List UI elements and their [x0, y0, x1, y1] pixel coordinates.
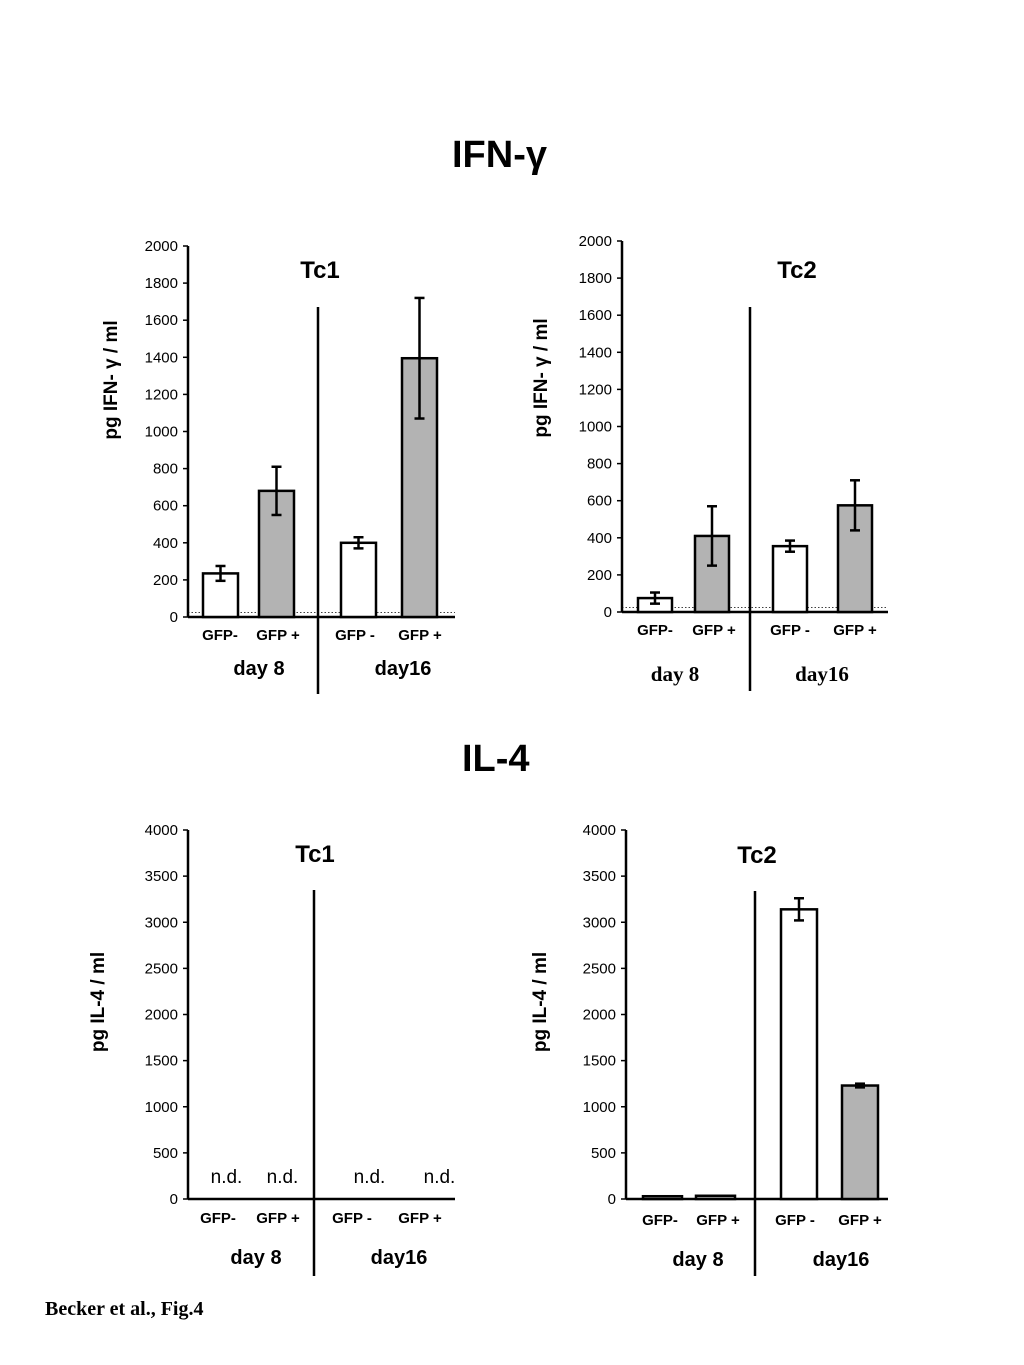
- ifn-section-title: IFN-γ: [452, 134, 547, 176]
- y-tick-label: 3500: [583, 868, 616, 885]
- nd-annotation: n.d.: [211, 1167, 243, 1188]
- category-label: GFP -: [332, 1210, 372, 1227]
- category-label: GFP +: [398, 627, 442, 644]
- y-tick-label: 1800: [579, 270, 612, 287]
- bar: [339, 541, 378, 619]
- y-tick-label: 1500: [583, 1053, 616, 1070]
- y-tick-label: 0: [170, 1191, 178, 1208]
- panel-title: Tc1: [295, 841, 335, 868]
- y-tick-label: 3500: [145, 868, 178, 885]
- y-tick-label: 200: [153, 572, 178, 589]
- y-tick-label: 1000: [145, 1099, 178, 1116]
- y-tick-label: 2000: [145, 1007, 178, 1024]
- nd-annotation: n.d.: [354, 1167, 386, 1188]
- y-tick-label: 400: [153, 535, 178, 552]
- category-label: GFP +: [838, 1212, 882, 1229]
- y-tick-label: 1000: [583, 1099, 616, 1116]
- bar: [771, 544, 809, 614]
- y-tick-label: 0: [604, 604, 612, 621]
- y-tick-label: 600: [587, 493, 612, 510]
- group-label: day16: [375, 658, 432, 680]
- bar: [779, 908, 819, 1201]
- panel-il4-tc1: 0 500 1000 1500 2000 2500 3000 3500 4000 Tc1 pg IL…: [88, 822, 455, 1276]
- panel-il4-tc2: 0 500 1000 1500 2000 2500 3000 3500 4000 Tc2 pg IL…: [530, 822, 888, 1276]
- group-label: day 8: [672, 1249, 723, 1271]
- group-label: day 8: [230, 1247, 281, 1269]
- y-tick-label: 800: [587, 456, 612, 473]
- y-axis-label: pg IFN- γ / ml: [101, 320, 122, 439]
- panel-title: Tc2: [737, 842, 777, 869]
- y-axis-label: pg IL-4 / ml: [530, 952, 551, 1052]
- y-tick-label: 3000: [583, 914, 616, 931]
- category-label: GFP +: [692, 622, 736, 639]
- category-label: GFP +: [398, 1210, 442, 1227]
- y-tick-label: 1500: [145, 1053, 178, 1070]
- y-tick-label: 1400: [145, 349, 178, 366]
- y-tick-label: 0: [170, 609, 178, 626]
- category-label: GFP-: [202, 627, 238, 644]
- y-tick-label: 1000: [579, 419, 612, 436]
- il4-section-title: IL-4: [462, 738, 530, 780]
- group-label: day16: [813, 1249, 870, 1271]
- y-tick-label: 1200: [145, 386, 178, 403]
- bar: [694, 1194, 737, 1201]
- y-tick-label: 0: [608, 1191, 616, 1208]
- category-label: GFP +: [696, 1212, 740, 1229]
- y-tick-label: 800: [153, 461, 178, 478]
- y-tick-label: 1200: [579, 381, 612, 398]
- category-label: GFP +: [256, 1210, 300, 1227]
- category-label: GFP-: [637, 622, 673, 639]
- group-label: day 8: [651, 662, 699, 686]
- nd-annotation: n.d.: [424, 1167, 456, 1188]
- y-axis-label: pg IL-4 / ml: [88, 952, 109, 1052]
- panel-title: Tc2: [777, 257, 817, 284]
- category-label: GFP +: [833, 622, 877, 639]
- y-tick-label: 400: [587, 530, 612, 547]
- panel-ifn-tc2: 0 200 400 600 800 1000 1200 1400 1600 1800 2000 Tc2…: [531, 233, 888, 691]
- y-tick-label: 1800: [145, 275, 178, 292]
- y-tick-label: 200: [587, 567, 612, 584]
- y-tick-label: 4000: [145, 822, 178, 839]
- y-tick-label: 1400: [579, 344, 612, 361]
- category-label: GFP +: [256, 627, 300, 644]
- y-tick-label: 2500: [583, 960, 616, 977]
- group-label: day16: [795, 662, 849, 686]
- y-tick-label: 2000: [583, 1007, 616, 1024]
- group-label: day 8: [233, 658, 284, 680]
- figure-caption: Becker et al., Fig.4: [45, 1298, 204, 1320]
- category-label: GFP-: [200, 1210, 236, 1227]
- y-tick-label: 3000: [145, 914, 178, 931]
- y-tick-label: 500: [591, 1145, 616, 1162]
- y-axis-label: pg IFN- γ / ml: [531, 318, 552, 437]
- y-tick-label: 500: [153, 1145, 178, 1162]
- category-label: GFP -: [770, 622, 810, 639]
- panel-title: Tc1: [300, 257, 340, 284]
- category-label: GFP-: [642, 1212, 678, 1229]
- y-tick-label: 1000: [145, 424, 178, 441]
- y-tick-label: 2500: [145, 960, 178, 977]
- category-label: GFP -: [335, 627, 375, 644]
- y-tick-label: 2000: [145, 238, 178, 255]
- panel-ifn-tc1: 0 200 400 600 800 1000 1200 1400 1600 1800 2000 Tc1…: [101, 238, 455, 694]
- y-tick-label: 1600: [145, 312, 178, 329]
- nd-annotation: n.d.: [267, 1167, 299, 1188]
- y-tick-label: 600: [153, 498, 178, 515]
- bar: [641, 1194, 684, 1201]
- bar: [840, 1084, 880, 1201]
- y-tick-label: 1600: [579, 307, 612, 324]
- group-label: day16: [371, 1247, 428, 1269]
- y-tick-label: 2000: [579, 233, 612, 250]
- category-label: GFP -: [775, 1212, 815, 1229]
- y-tick-label: 4000: [583, 822, 616, 839]
